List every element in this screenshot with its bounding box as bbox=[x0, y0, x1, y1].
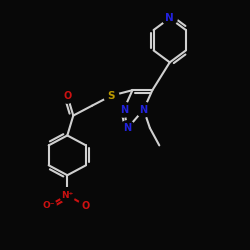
Circle shape bbox=[120, 121, 135, 136]
Text: N: N bbox=[140, 104, 148, 115]
Text: S: S bbox=[108, 91, 115, 101]
Circle shape bbox=[60, 88, 75, 103]
Circle shape bbox=[116, 102, 131, 117]
Circle shape bbox=[136, 102, 151, 117]
Text: O: O bbox=[63, 91, 72, 101]
Text: O⁻: O⁻ bbox=[42, 201, 55, 210]
Circle shape bbox=[60, 188, 75, 202]
Circle shape bbox=[104, 88, 119, 103]
Circle shape bbox=[41, 198, 56, 213]
Text: N: N bbox=[124, 123, 132, 133]
Circle shape bbox=[78, 198, 94, 213]
Text: O: O bbox=[82, 201, 90, 211]
Text: N⁺: N⁺ bbox=[61, 190, 74, 200]
Circle shape bbox=[162, 11, 177, 26]
Text: N: N bbox=[166, 13, 174, 23]
Text: N: N bbox=[120, 104, 128, 115]
